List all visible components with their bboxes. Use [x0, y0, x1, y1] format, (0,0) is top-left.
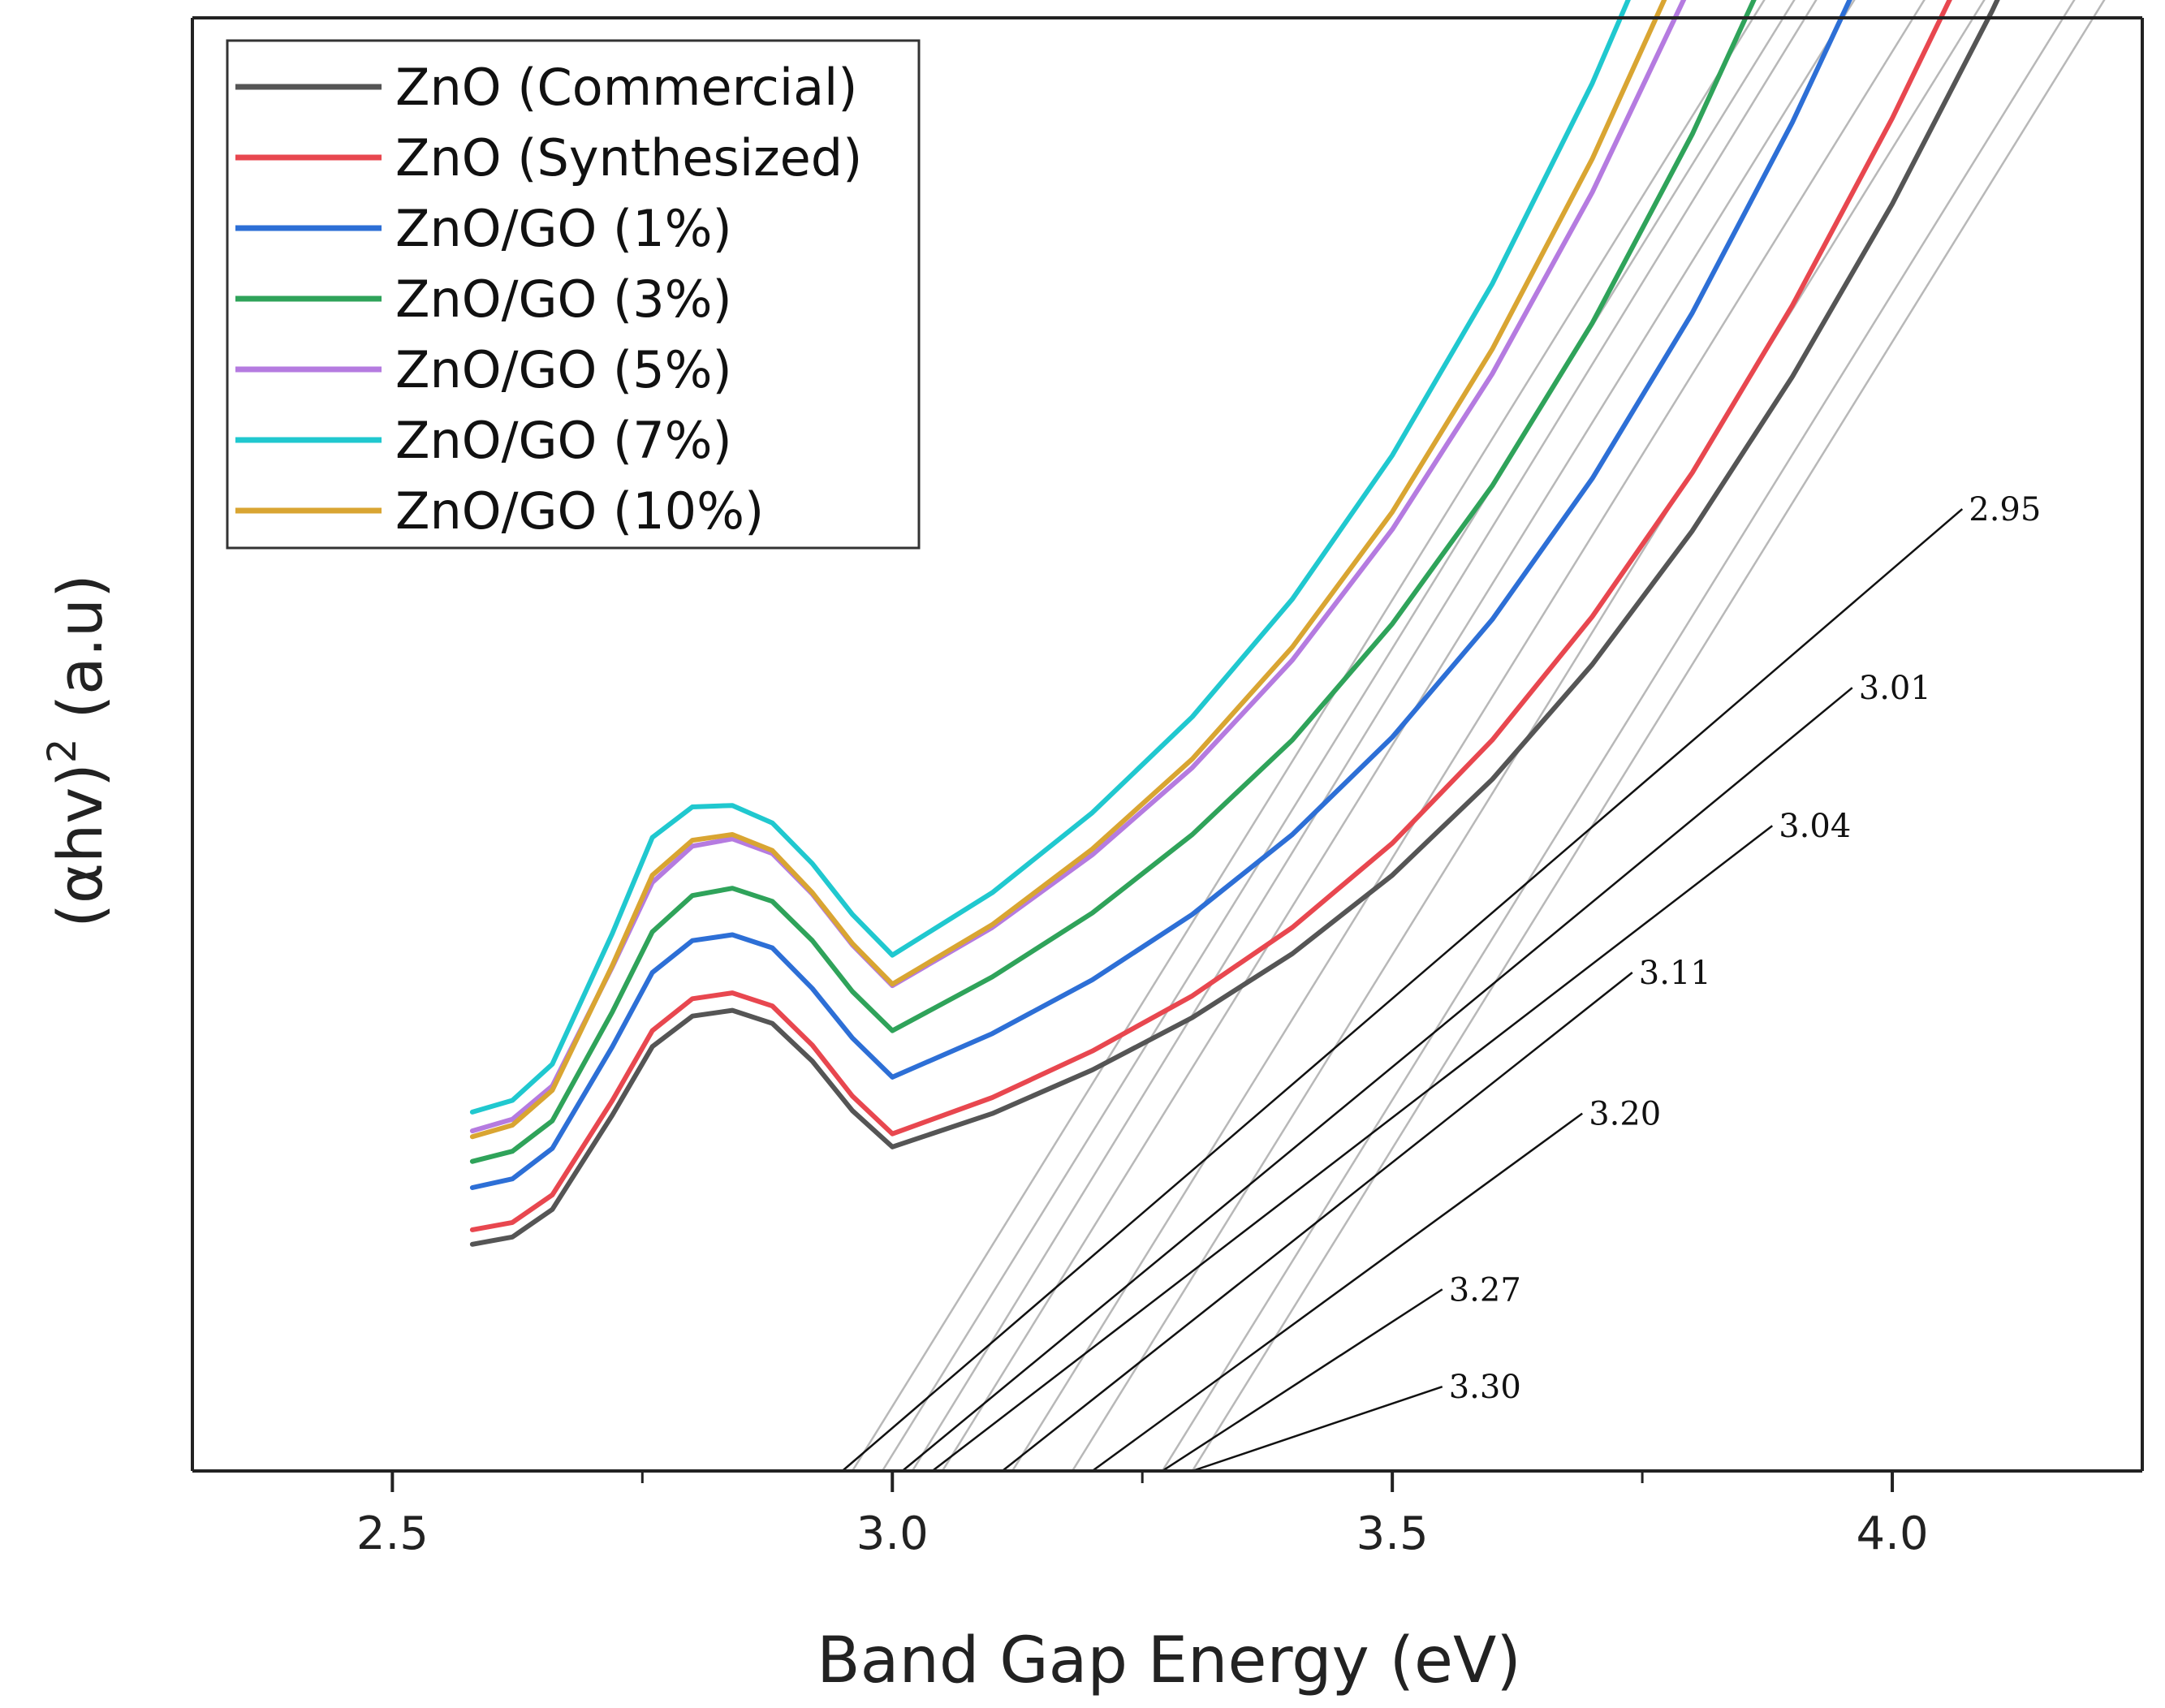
tangent-line: [1071, 0, 1986, 1471]
annotation-line: [931, 825, 1773, 1472]
x-tick-label: 3.5: [1356, 1507, 1429, 1560]
legend-label: ZnO (Commercial): [395, 58, 857, 117]
annotation-label: 3.11: [1639, 955, 1711, 992]
annotation-label: 3.01: [1859, 670, 1931, 707]
tangent-line: [881, 0, 1796, 1471]
annotation-line: [841, 508, 1964, 1472]
series-line-zno-synthesized: [469, 0, 1952, 1232]
x-axis-title: Band Gap Energy (eV): [817, 1624, 1521, 1697]
y-axis-title-unit: (a.u): [44, 574, 116, 738]
axes: [191, 16, 2144, 1473]
legend-label: ZnO/GO (3%): [395, 270, 732, 329]
legend-label: ZnO (Synthesized): [395, 128, 862, 188]
annotation-label: 3.30: [1449, 1369, 1521, 1406]
x-axis-ticks: 2.5 3.0 3.5 4.0: [356, 1471, 1929, 1560]
annotation-label: 2.95: [1969, 491, 2041, 528]
tangent-line: [911, 0, 1818, 1471]
series-line-zno-go-3: [469, 0, 1757, 1164]
annotation-line: [1162, 1288, 1443, 1473]
legend-box: [226, 39, 921, 550]
y-axis-title-sup: 2: [40, 739, 85, 764]
series-line-zno-commercial: [469, 0, 2000, 1247]
y-axis-title: (αhv)2 (a.u): [40, 574, 116, 927]
tangent-line: [1161, 0, 2076, 1471]
legend: ZnO (Commercial) ZnO (Synthesized) ZnO/GO …: [226, 39, 921, 550]
legend-label: ZnO/GO (1%): [395, 199, 732, 258]
annotation-line: [901, 687, 1853, 1472]
x-tick-label: 2.5: [356, 1507, 429, 1560]
legend-label: ZnO/GO (5%): [395, 340, 732, 399]
series-line-zno-go-10: [469, 0, 1667, 1140]
annotation-label: 3.04: [1779, 808, 1851, 845]
tangent-line: [851, 0, 1766, 1471]
annotation-label: 3.20: [1589, 1096, 1661, 1133]
tangent-lines: [851, 0, 2106, 1471]
series-line-zno-go-7: [469, 0, 1631, 1115]
annotation-label: 3.27: [1449, 1271, 1521, 1309]
legend-label: ZnO/GO (7%): [395, 411, 732, 470]
tangent-line: [1191, 0, 2106, 1471]
legend-label: ZnO/GO (10%): [395, 481, 764, 541]
tangent-line: [1011, 0, 1926, 1471]
x-tick-label: 3.0: [856, 1507, 929, 1560]
bandgap-annotations: 2.95 3.01 3.04 3.11 3.20 3.27 3.30: [841, 491, 2041, 1473]
y-axis-title-main: (αhv): [44, 763, 116, 928]
annotation-line: [1091, 1112, 1583, 1473]
series-group: [469, 0, 2000, 1247]
x-tick-label: 4.0: [1857, 1507, 1929, 1560]
annotation-line: [1001, 972, 1633, 1472]
annotation-line: [1192, 1385, 1443, 1473]
series-line-zno-go-1: [469, 0, 1852, 1190]
